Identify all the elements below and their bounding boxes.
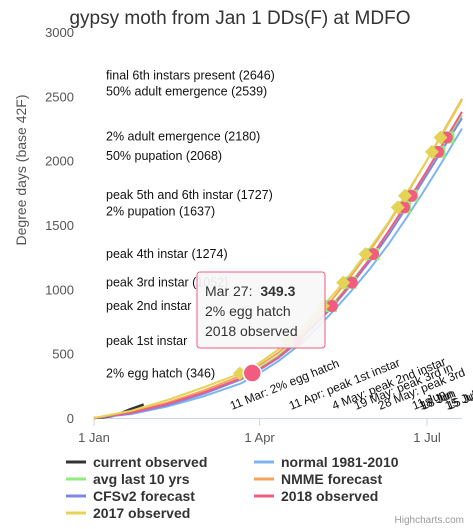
tooltip-line-1: Mar 27: 349.3 (205, 283, 296, 299)
x-tick-label: 1 Apr (244, 430, 275, 445)
legend-label: CFSv2 forecast (93, 488, 195, 504)
legend-label: avg last 10 yrs (93, 471, 190, 487)
stage-threshold-label: 50% adult emergence (2539) (106, 84, 267, 98)
y-axis-ticks: 0 500 1000 1500 2000 2500 3000 (45, 25, 74, 426)
series-marker (345, 276, 358, 289)
legend-item[interactable]: NMME forecast (254, 471, 382, 487)
legend-label: 2017 observed (93, 505, 190, 521)
y-tick-label: 2500 (45, 89, 74, 104)
legend-item[interactable]: CFSv2 forecast (66, 488, 195, 504)
legend: current observed normal 1981-2010 avg last… (66, 454, 399, 521)
tooltip-date: Mar 27: (205, 283, 252, 299)
legend-label: 2018 observed (281, 488, 378, 504)
highlighted-point (242, 363, 262, 383)
stage-threshold-labels: final 6th instars present (2646)50% adul… (106, 69, 275, 381)
tooltip-box (196, 271, 326, 349)
tooltip-stage: 2% egg hatch (205, 303, 291, 319)
legend-item[interactable]: avg last 10 yrs (66, 471, 190, 487)
series-marker (358, 247, 373, 262)
y-tick-label: 3000 (45, 25, 74, 40)
y-tick-label: 1000 (45, 282, 74, 297)
stage-threshold-label: 2% adult emergence (2180) (106, 130, 260, 144)
x-tick-label: 1 Jan (78, 430, 110, 445)
legend-label: current observed (93, 454, 207, 470)
stage-threshold-label: final 6th instars present (2646) (106, 69, 275, 83)
credit-text[interactable]: Highcharts.com (395, 515, 464, 526)
legend-label: NMME forecast (281, 471, 382, 487)
series-marker (366, 248, 379, 261)
stage-threshold-label: peak 1st instar (106, 334, 187, 348)
series-marker (390, 200, 405, 215)
stage-threshold-label: peak 4th instar (1274) (106, 247, 228, 261)
legend-item[interactable]: 2017 observed (66, 505, 190, 521)
tooltip: Mar 27: 349.3 2% egg hatch 2018 observed (196, 271, 326, 349)
tooltip-value: 349.3 (260, 283, 295, 299)
series-marker (424, 144, 439, 159)
x-tick-label: 1 Jul (413, 430, 441, 445)
stage-threshold-label: 50% pupation (2068) (106, 149, 222, 163)
legend-item[interactable]: 2018 observed (254, 488, 378, 504)
legend-label: normal 1981-2010 (281, 454, 399, 470)
y-axis-label: Degree days (base 42F) (13, 95, 29, 246)
series-marker (433, 130, 448, 145)
stage-threshold-label: 2% egg hatch (346) (106, 366, 215, 380)
series-marker (397, 188, 412, 203)
stage-threshold-label: peak 5th and 6th instar (1727) (106, 188, 273, 202)
y-tick-label: 2000 (45, 154, 74, 169)
series-marker (325, 300, 338, 313)
y-tick-label: 500 (52, 347, 74, 362)
series-marker (336, 275, 351, 290)
x-axis: 1 Jan 1 Apr 1 Jul (78, 418, 462, 445)
legend-item[interactable]: current observed (66, 454, 207, 470)
tooltip-series: 2018 observed (205, 323, 298, 339)
stage-threshold-label: 2% pupation (1637) (106, 204, 215, 218)
y-tick-label: 1500 (45, 218, 74, 233)
legend-item[interactable]: normal 1981-2010 (254, 454, 399, 470)
chart-title: gypsy moth from Jan 1 DDs(F) at MDFO (69, 8, 410, 29)
y-tick-label: 0 (67, 411, 74, 426)
stage-threshold-label: peak 2nd instar (106, 299, 191, 313)
